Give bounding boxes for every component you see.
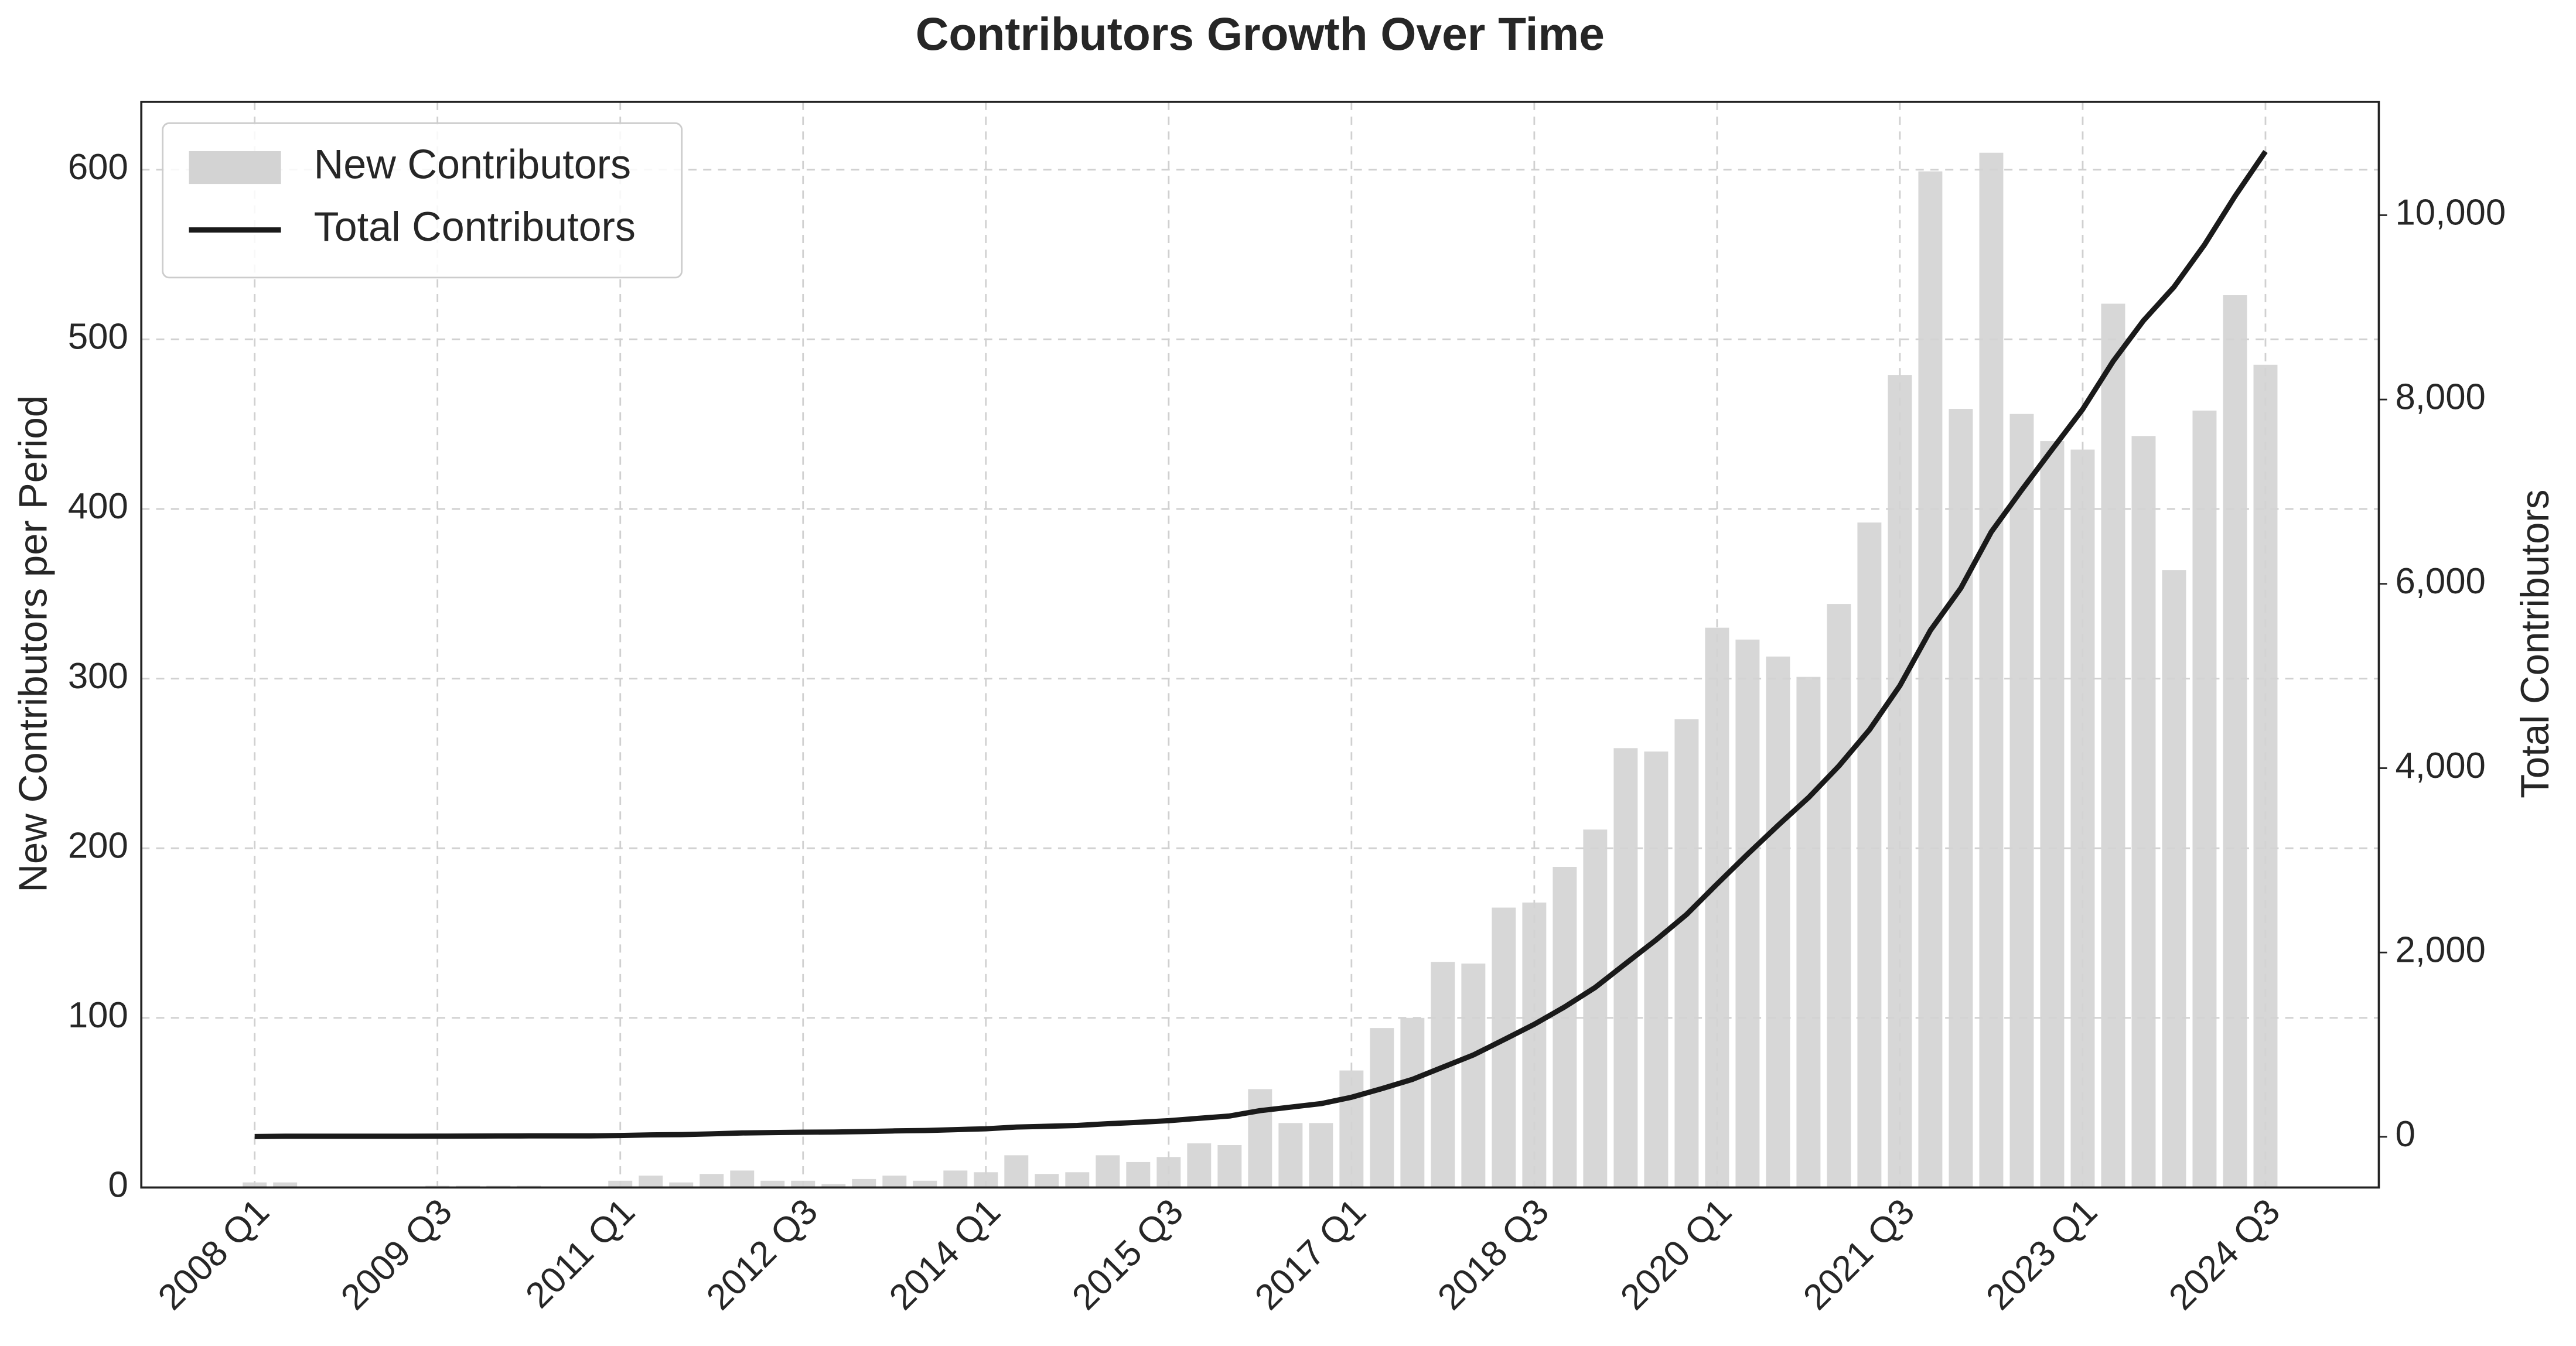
x-tick-label: 2021 Q3	[1796, 1191, 1922, 1318]
bar	[1004, 1155, 1029, 1188]
y2-tick-label: 2,000	[2395, 930, 2485, 970]
bar	[1431, 962, 1455, 1188]
bar	[1583, 829, 1608, 1188]
legend-swatch	[189, 151, 281, 185]
bar	[943, 1170, 968, 1188]
bar	[1674, 719, 1699, 1188]
y-tick-label: 100	[68, 995, 128, 1036]
y2-tick-label: 6,000	[2395, 561, 2485, 602]
bar	[1522, 902, 1547, 1188]
bar	[1888, 375, 1912, 1188]
bar	[700, 1174, 724, 1188]
bar	[2131, 436, 2156, 1188]
legend-box	[162, 122, 683, 279]
bar	[1735, 639, 1760, 1188]
bar	[2192, 410, 2217, 1188]
bar	[1766, 656, 1790, 1188]
bar	[1339, 1070, 1364, 1188]
bar	[1156, 1157, 1181, 1188]
bar	[639, 1176, 663, 1188]
legend-label: Total Contributors	[314, 204, 636, 250]
bar	[852, 1178, 876, 1188]
legend: New Contributors Total Contributors	[162, 122, 683, 279]
bar	[1370, 1028, 1394, 1188]
bar	[1278, 1123, 1303, 1188]
y-tick-label: 500	[68, 317, 128, 357]
bar	[2009, 414, 2034, 1188]
bar	[760, 1180, 785, 1188]
bar	[2162, 570, 2186, 1188]
bar	[2101, 303, 2125, 1188]
bar	[1217, 1145, 1242, 1188]
y2-tick-label: 10,000	[2395, 193, 2506, 233]
y2-tick-label: 8,000	[2395, 377, 2485, 417]
x-tick-label: 2020 Q1	[1613, 1191, 1739, 1318]
bar	[1979, 152, 2004, 1188]
plot	[243, 150, 2278, 1188]
bar	[1248, 1089, 1272, 1188]
bar	[1857, 522, 1882, 1188]
bar	[2070, 449, 2095, 1188]
bar	[243, 1182, 267, 1188]
bar	[1065, 1172, 1090, 1188]
bar	[1796, 677, 1821, 1188]
bar	[1918, 171, 1943, 1188]
bar	[882, 1176, 907, 1188]
bar	[1309, 1123, 1333, 1188]
bar	[913, 1180, 937, 1188]
bar	[1644, 751, 1669, 1188]
y2-axis-label: Total Contributors	[2513, 490, 2557, 798]
y-axis-label: New Contributors per Period	[12, 395, 56, 893]
x-tick-label: 2023 Q1	[1978, 1191, 2105, 1318]
bar	[2253, 364, 2278, 1188]
line	[254, 150, 2268, 1139]
x-tick-label: 2009 Q3	[333, 1191, 460, 1318]
plot-frame	[140, 101, 2380, 1189]
y-tick-label: 400	[68, 486, 128, 527]
y-tick-label: 0	[108, 1165, 128, 1205]
bar	[608, 1180, 633, 1188]
legend-label: New Contributors	[314, 142, 631, 187]
x-tick-label: 2008 Q1	[151, 1191, 277, 1318]
bar	[1035, 1174, 1059, 1188]
bar	[821, 1184, 846, 1188]
bar	[2040, 441, 2065, 1188]
bar	[730, 1170, 755, 1188]
y-tick-label: 200	[68, 825, 128, 866]
bar	[1553, 867, 1577, 1188]
bar	[1949, 409, 1973, 1188]
x-tick-label: 2024 Q3	[2161, 1191, 2288, 1318]
bar	[974, 1172, 998, 1188]
y-tick-label: 600	[68, 147, 128, 187]
bar	[1096, 1155, 1120, 1188]
bar	[2223, 295, 2247, 1188]
x-tick-label: 2014 Q1	[882, 1191, 1008, 1318]
x-tick-label: 2011 Q1	[518, 1191, 643, 1316]
bar	[1400, 1017, 1425, 1188]
bar	[1126, 1161, 1151, 1188]
bar	[1187, 1143, 1212, 1188]
y2-tick-label: 4,000	[2395, 746, 2485, 786]
bar	[1827, 604, 1851, 1188]
bar	[669, 1182, 694, 1188]
bar	[1461, 964, 1486, 1188]
bar	[1705, 627, 1729, 1188]
bar	[791, 1180, 816, 1188]
y2-tick-label: 0	[2395, 1114, 2415, 1154]
x-tick-label: 2018 Q3	[1430, 1191, 1557, 1318]
y-tick-label: 300	[68, 656, 128, 696]
chart-title: Contributors Growth Over Time	[916, 8, 1605, 60]
x-tick-label: 2015 Q3	[1064, 1191, 1191, 1318]
x-tick-label: 2012 Q3	[699, 1191, 825, 1318]
bar	[1492, 907, 1516, 1188]
x-tick-label: 2017 Q1	[1247, 1191, 1374, 1318]
bar	[273, 1182, 298, 1188]
